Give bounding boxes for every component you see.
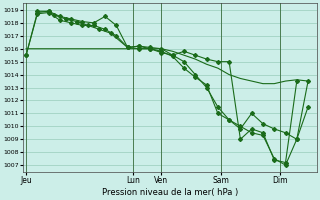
X-axis label: Pression niveau de la mer( hPa ): Pression niveau de la mer( hPa )	[102, 188, 238, 197]
